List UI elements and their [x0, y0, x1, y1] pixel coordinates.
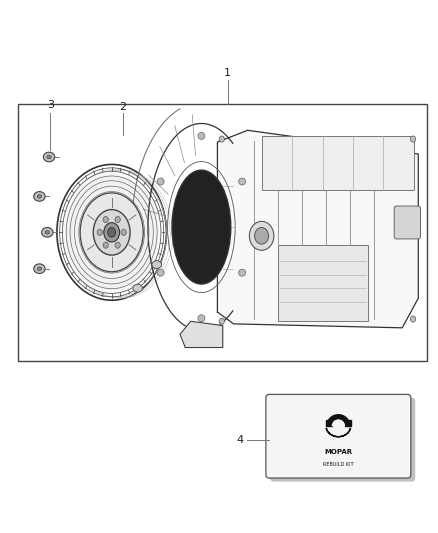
Ellipse shape: [410, 316, 416, 322]
Ellipse shape: [239, 269, 246, 276]
Ellipse shape: [93, 209, 130, 255]
Ellipse shape: [239, 178, 246, 185]
Ellipse shape: [198, 314, 205, 322]
FancyBboxPatch shape: [394, 206, 420, 239]
Ellipse shape: [157, 178, 164, 185]
Ellipse shape: [57, 165, 166, 300]
Ellipse shape: [62, 171, 161, 294]
Bar: [345, 420, 350, 426]
Text: 3: 3: [47, 100, 54, 110]
Ellipse shape: [34, 191, 45, 201]
Ellipse shape: [133, 284, 142, 292]
Wedge shape: [332, 419, 345, 426]
Ellipse shape: [42, 228, 53, 237]
Polygon shape: [180, 321, 223, 348]
Polygon shape: [217, 130, 418, 328]
Ellipse shape: [97, 229, 102, 236]
Wedge shape: [326, 414, 350, 426]
Ellipse shape: [121, 229, 126, 236]
Text: MOPAR: MOPAR: [324, 449, 353, 455]
Ellipse shape: [219, 136, 224, 142]
Ellipse shape: [80, 193, 143, 272]
Bar: [326, 420, 332, 426]
Ellipse shape: [115, 216, 120, 223]
Text: REBUILD KIT: REBUILD KIT: [323, 462, 353, 467]
Text: 2: 2: [119, 102, 126, 112]
Ellipse shape: [108, 228, 116, 237]
Ellipse shape: [47, 155, 51, 159]
Ellipse shape: [115, 242, 120, 248]
Text: 4: 4: [236, 435, 243, 445]
Polygon shape: [326, 428, 350, 437]
FancyBboxPatch shape: [266, 394, 411, 478]
Ellipse shape: [37, 195, 42, 198]
Bar: [278, 245, 368, 321]
Ellipse shape: [45, 231, 49, 234]
FancyBboxPatch shape: [270, 398, 415, 481]
Ellipse shape: [219, 318, 224, 324]
Bar: [261, 135, 414, 190]
Ellipse shape: [103, 242, 108, 248]
Ellipse shape: [254, 228, 268, 244]
Ellipse shape: [104, 223, 120, 242]
Ellipse shape: [410, 136, 416, 142]
Text: 1: 1: [224, 68, 231, 78]
Ellipse shape: [103, 216, 108, 223]
Ellipse shape: [37, 267, 42, 270]
Ellipse shape: [157, 269, 164, 276]
Ellipse shape: [43, 152, 55, 162]
Bar: [18, 104, 427, 361]
Ellipse shape: [65, 175, 158, 290]
Ellipse shape: [34, 264, 45, 273]
Ellipse shape: [249, 221, 274, 251]
Ellipse shape: [172, 170, 231, 284]
Ellipse shape: [198, 132, 205, 140]
Ellipse shape: [152, 261, 162, 269]
